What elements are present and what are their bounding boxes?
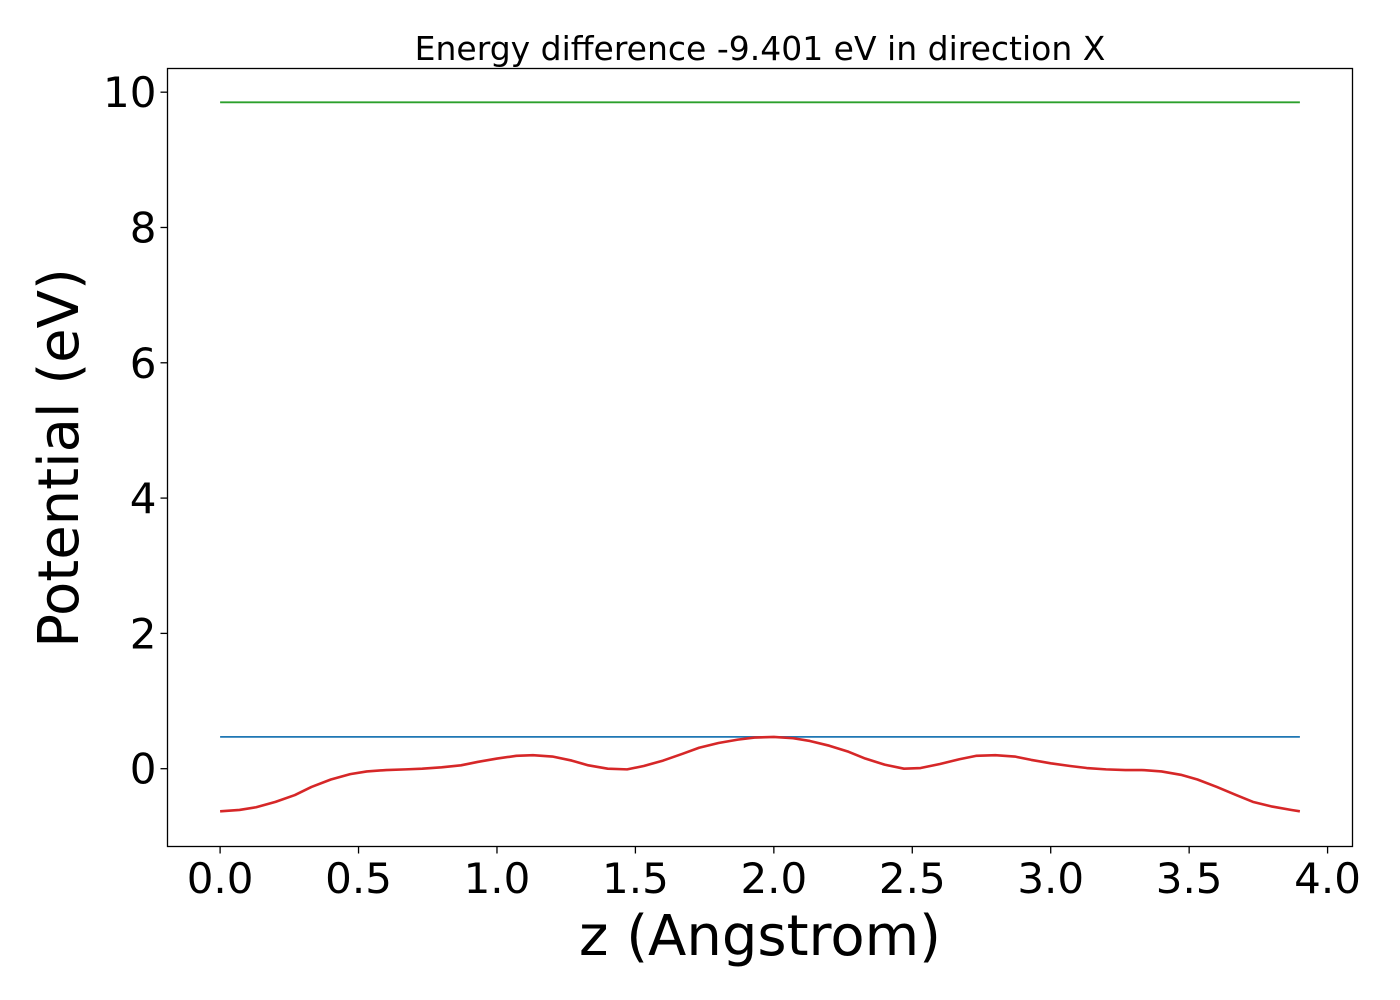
x-axis: 0.0 0.5 1.0 1.5 2.0 2.5 3.0 3.5 4.0 [187, 846, 1361, 903]
x-tick-label: 0.0 [187, 854, 254, 903]
chart-title: Energy difference -9.401 eV in direction… [415, 29, 1106, 68]
x-tick-label: 1.5 [602, 854, 669, 903]
y-tick-label: 0 [130, 745, 157, 794]
y-tick-label: 8 [130, 203, 157, 252]
x-tick-label: 0.5 [325, 854, 392, 903]
x-tick-label: 3.5 [1156, 854, 1223, 903]
y-axis: 0 2 4 6 8 10 [103, 68, 168, 794]
x-tick-label: 2.5 [879, 854, 946, 903]
y-tick-label: 6 [130, 339, 157, 388]
x-axis-label: z (Angstrom) [579, 904, 941, 969]
x-tick-label: 2.0 [740, 854, 807, 903]
x-tick-label: 4.0 [1294, 854, 1361, 903]
y-tick-label: 4 [130, 474, 157, 523]
x-tick-label: 1.0 [464, 854, 531, 903]
y-axis-label: Potential (eV) [27, 268, 92, 648]
y-tick-label: 2 [130, 609, 157, 658]
x-tick-label: 3.0 [1017, 854, 1084, 903]
plot-frame [166, 67, 1354, 848]
series-line-3 [220, 735, 1301, 813]
series-layer [220, 101, 1301, 813]
y-tick-label: 10 [103, 68, 156, 117]
